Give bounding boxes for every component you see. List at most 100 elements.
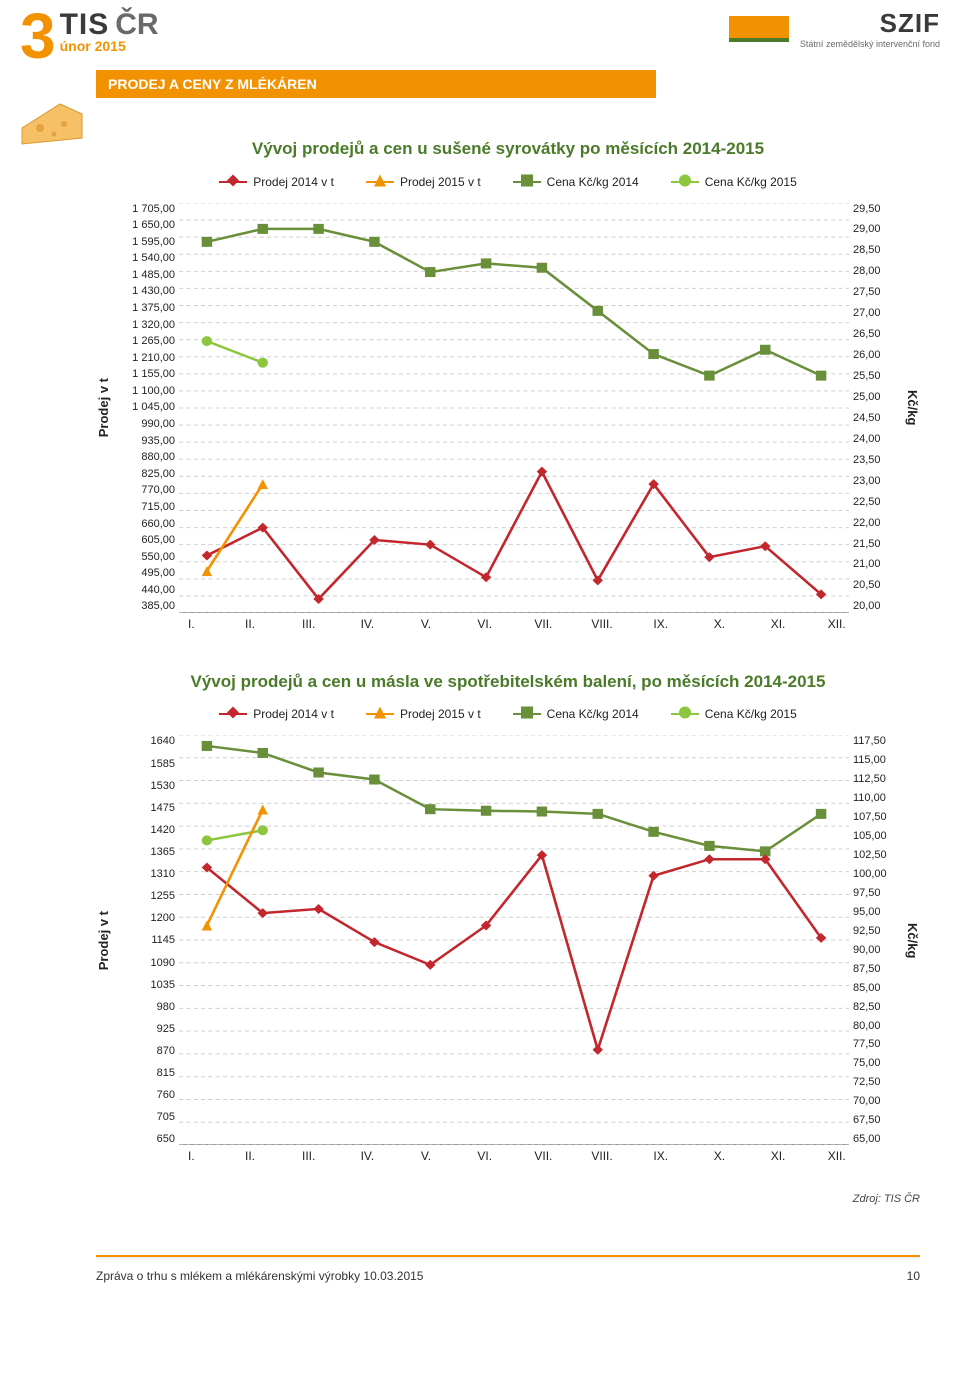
x-tick: III.	[279, 617, 338, 631]
yright-tick: 25,00	[853, 391, 899, 403]
x-tick: VIII.	[573, 1149, 632, 1163]
szif-icon	[729, 16, 789, 42]
yleft-tick: 1585	[117, 758, 175, 770]
yright-tick: 20,50	[853, 579, 899, 591]
yleft-tick: 605,00	[117, 534, 175, 546]
chart2-yright-ticks: 117,50 115,00 112,50 110,00 107,50 105,00 102,…	[849, 735, 903, 1145]
yleft-tick: 1 155,00	[117, 368, 175, 380]
yleft-tick: 385,00	[117, 600, 175, 612]
page-footer: Zpráva o trhu s mlékem a mlékárenskými v…	[0, 1255, 960, 1297]
yleft-tick: 1640	[117, 735, 175, 747]
section-title: PRODEJ A CENY Z MLÉKÁREN	[108, 76, 317, 92]
yright-tick: 80,00	[853, 1020, 899, 1032]
yright-tick: 117,50	[853, 735, 899, 747]
yleft-tick: 1 705,00	[117, 203, 175, 215]
yright-tick: 85,00	[853, 982, 899, 994]
yright-tick: 107,50	[853, 811, 899, 823]
yleft-tick: 1 595,00	[117, 236, 175, 248]
yleft-tick: 1 100,00	[117, 385, 175, 397]
yright-tick: 22,00	[853, 517, 899, 529]
yright-tick: 65,00	[853, 1133, 899, 1145]
yleft-tick: 1 430,00	[117, 285, 175, 297]
chart1-legend: Prodej 2014 v tProdej 2015 v tCena Kč/kg…	[96, 175, 920, 189]
page-header: 3 TIS ČR únor 2015 SZIF Státní zemědělsk…	[0, 0, 960, 66]
yright-tick: 90,00	[853, 944, 899, 956]
yleft-tick: 1 210,00	[117, 352, 175, 364]
chart2-yright-label: Kč/kg	[905, 923, 920, 958]
yleft-tick: 1530	[117, 780, 175, 792]
chart1-yleft-label: Prodej v t	[96, 378, 111, 437]
szif-logo: SZIF Státní zemědělský intervenční fond	[729, 8, 940, 49]
legend-item-p2014: Prodej 2014 v t	[219, 707, 334, 721]
yright-tick: 82,50	[853, 1001, 899, 1013]
legend-item-c2015: Cena Kč/kg 2015	[671, 175, 797, 189]
source-label: Zdroj: TIS ČR	[0, 1193, 920, 1205]
yleft-tick: 1 045,00	[117, 401, 175, 413]
yright-tick: 27,50	[853, 286, 899, 298]
yright-tick: 67,50	[853, 1114, 899, 1126]
legend-item-c2014: Cena Kč/kg 2014	[513, 175, 639, 189]
yleft-tick: 825,00	[117, 468, 175, 480]
yright-tick: 100,00	[853, 868, 899, 880]
yright-tick: 70,00	[853, 1095, 899, 1107]
yleft-tick: 705	[117, 1111, 175, 1123]
yleft-tick: 1 485,00	[117, 269, 175, 281]
yleft-tick: 1420	[117, 824, 175, 836]
szif-main: SZIF	[800, 8, 940, 39]
yleft-tick: 440,00	[117, 584, 175, 596]
chart1-plot	[179, 203, 849, 613]
cheese-icon	[20, 98, 84, 146]
chart1-yright-ticks: 29,5029,0028,5028,0027,5027,0026,5026,00…	[849, 203, 903, 613]
x-tick: XII.	[807, 1149, 866, 1163]
x-tick: VI.	[455, 617, 514, 631]
yleft-tick: 1090	[117, 957, 175, 969]
yright-tick: 115,00	[853, 754, 899, 766]
yright-tick: 95,00	[853, 906, 899, 918]
yleft-tick: 1 320,00	[117, 319, 175, 331]
footer-left: Zpráva o trhu s mlékem a mlékárenskými v…	[96, 1269, 423, 1283]
yleft-tick: 1 265,00	[117, 335, 175, 347]
chart1-title: Vývoj prodejů a cen u sušené syrovátky p…	[96, 138, 920, 161]
x-tick: III.	[279, 1149, 338, 1163]
yright-tick: 97,50	[853, 887, 899, 899]
chart2-xaxis: I.II.III.IV.V.VI.VII.VIII.IX.X.XI.XII.	[162, 1145, 866, 1163]
yright-tick: 110,00	[853, 792, 899, 804]
legend-item-p2015: Prodej 2015 v t	[366, 707, 481, 721]
yright-tick: 28,50	[853, 244, 899, 256]
x-tick: VIII.	[573, 617, 632, 631]
x-tick: XI.	[749, 1149, 808, 1163]
chart1-yleft-ticks: 1 705,001 650,001 595,001 540,001 485,00…	[113, 203, 179, 613]
yright-tick: 75,00	[853, 1057, 899, 1069]
yright-tick: 26,50	[853, 328, 899, 340]
x-tick: IV.	[338, 617, 397, 631]
yright-tick: 105,00	[853, 830, 899, 842]
yright-tick: 112,50	[853, 773, 899, 785]
yleft-tick: 990,00	[117, 418, 175, 430]
yleft-tick: 880,00	[117, 451, 175, 463]
x-tick: VII.	[514, 617, 573, 631]
yright-tick: 21,50	[853, 538, 899, 550]
yright-tick: 29,00	[853, 223, 899, 235]
yright-tick: 25,50	[853, 370, 899, 382]
x-tick: XI.	[749, 617, 808, 631]
yleft-tick: 715,00	[117, 501, 175, 513]
yleft-tick: 1145	[117, 934, 175, 946]
yright-tick: 20,00	[853, 600, 899, 612]
yleft-tick: 1035	[117, 979, 175, 991]
chart1-block: Vývoj prodejů a cen u sušené syrovátky p…	[96, 138, 920, 631]
yleft-tick: 1365	[117, 846, 175, 858]
x-tick: X.	[690, 1149, 749, 1163]
yright-tick: 29,50	[853, 203, 899, 215]
yright-tick: 77,50	[853, 1038, 899, 1050]
yleft-tick: 1475	[117, 802, 175, 814]
yright-tick: 102,50	[853, 849, 899, 861]
brand-sub: únor 2015	[60, 38, 159, 54]
yright-tick: 24,50	[853, 412, 899, 424]
x-tick: I.	[162, 1149, 221, 1163]
yleft-tick: 925	[117, 1023, 175, 1035]
chart2-title: Vývoj prodejů a cen u másla ve spotřebit…	[96, 671, 920, 694]
yleft-tick: 1310	[117, 868, 175, 880]
yleft-tick: 650	[117, 1133, 175, 1145]
yright-tick: 21,00	[853, 558, 899, 570]
yleft-tick: 660,00	[117, 518, 175, 530]
